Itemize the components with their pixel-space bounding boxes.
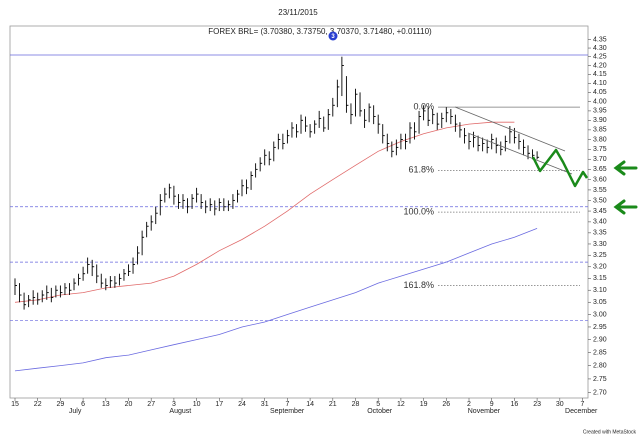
y-tick-label: 2.95: [593, 324, 607, 331]
y-tick-label: 3.05: [593, 299, 607, 306]
event-marker: [328, 31, 338, 41]
x-tick-label: 15: [11, 401, 19, 408]
annotation-arrow: [613, 199, 638, 215]
x-tick-label: 20: [125, 401, 133, 408]
y-tick-label: 3.20: [593, 264, 607, 271]
series-layer: 2.70 2.75 2.80 2.85 2.90 2.95 3.00 3.05 3.10 3.15…: [10, 36, 607, 415]
y-tick-label: 4.10: [593, 80, 607, 87]
y-tick-label: 4.15: [593, 71, 607, 78]
month-label: November: [468, 408, 501, 415]
x-tick-label: 23: [533, 401, 541, 408]
x-tick-label: 7: [581, 401, 585, 408]
y-tick-label: 3.25: [593, 252, 607, 259]
plot-frame: [9, 25, 589, 399]
x-tick-label: 10: [193, 401, 201, 408]
channel-lower: [467, 132, 573, 175]
annotation-path: [531, 148, 589, 188]
month-label: August: [169, 408, 191, 415]
x-tick-label: 6: [81, 401, 85, 408]
y-tick-label: 3.55: [593, 187, 607, 194]
fib-label: 161.8%: [403, 280, 434, 290]
y-tick-label: 4.30: [593, 45, 607, 52]
x-tick-label: 3: [172, 401, 176, 408]
fib-label: 61.8%: [408, 165, 434, 175]
x-tick-label: 13: [102, 401, 110, 408]
y-tick-label: 3.30: [593, 241, 607, 248]
y-tick-label: 3.60: [593, 176, 607, 183]
y-tick-label: 2.85: [593, 349, 607, 356]
x-tick-label: 12: [397, 401, 405, 408]
y-tick-label: 3.75: [593, 146, 607, 153]
month-label: December: [565, 408, 598, 415]
x-tick-label: 9: [490, 401, 494, 408]
y-tick-label: 3.15: [593, 275, 607, 282]
x-tick-label: 28: [352, 401, 360, 408]
event-marker-label: 3: [331, 34, 335, 40]
x-tick-label: 17: [215, 401, 223, 408]
y-tick-label: 4.00: [593, 98, 607, 105]
y-tick-label: 4.25: [593, 54, 607, 61]
month-label: October: [367, 408, 393, 415]
y-tick-label: 4.35: [593, 36, 607, 43]
x-tick-label: 22: [34, 401, 42, 408]
x-tick-label: 24: [238, 401, 246, 408]
x-tick-label: 21: [329, 401, 337, 408]
y-tick-label: 2.80: [593, 362, 607, 369]
y-tick-label: 2.70: [593, 389, 607, 396]
y-tick-label: 3.90: [593, 117, 607, 124]
x-tick-label: 19: [420, 401, 428, 408]
y-tick-label: 3.45: [593, 208, 607, 215]
month-label: July: [69, 408, 82, 415]
y-tick-label: 4.05: [593, 89, 607, 96]
x-tick-label: 27: [147, 401, 155, 408]
x-tick-label: 30: [556, 401, 564, 408]
y-tick-label: 3.95: [593, 108, 607, 115]
channel-upper: [454, 106, 566, 152]
y-tick-label: 3.00: [593, 311, 607, 318]
fib-label: 100.0%: [403, 207, 434, 217]
moving-average: [14, 228, 538, 372]
month-label: September: [270, 408, 305, 415]
moving-average: [14, 121, 515, 303]
credit: Created with MetaStock: [583, 429, 637, 435]
annotation-arrow: [613, 160, 638, 176]
x-tick-label: 16: [511, 401, 519, 408]
y-tick-label: 4.20: [593, 62, 607, 69]
x-tick-label: 31: [261, 401, 269, 408]
y-tick-label: 3.65: [593, 166, 607, 173]
x-tick-label: 26: [442, 401, 450, 408]
chart-title: 23/11/2015: [278, 8, 318, 17]
x-tick-label: 5: [376, 401, 380, 408]
y-tick-label: 2.90: [593, 336, 607, 343]
y-tick-label: 2.75: [593, 376, 607, 383]
chart-header: FOREX BRL= (3.70380, 3.73750, 3.70370, 3…: [208, 27, 432, 36]
y-tick-label: 3.85: [593, 127, 607, 134]
y-tick-label: 3.10: [593, 287, 607, 294]
y-tick-label: 3.35: [593, 230, 607, 237]
y-tick-label: 3.80: [593, 136, 607, 143]
y-tick-label: 3.40: [593, 219, 607, 226]
x-tick-label: 7: [285, 401, 289, 408]
x-tick-label: 29: [57, 401, 65, 408]
x-tick-label: 14: [306, 401, 314, 408]
x-tick-label: 2: [467, 401, 471, 408]
y-tick-label: 3.70: [593, 156, 607, 163]
y-tick-label: 3.50: [593, 197, 607, 204]
